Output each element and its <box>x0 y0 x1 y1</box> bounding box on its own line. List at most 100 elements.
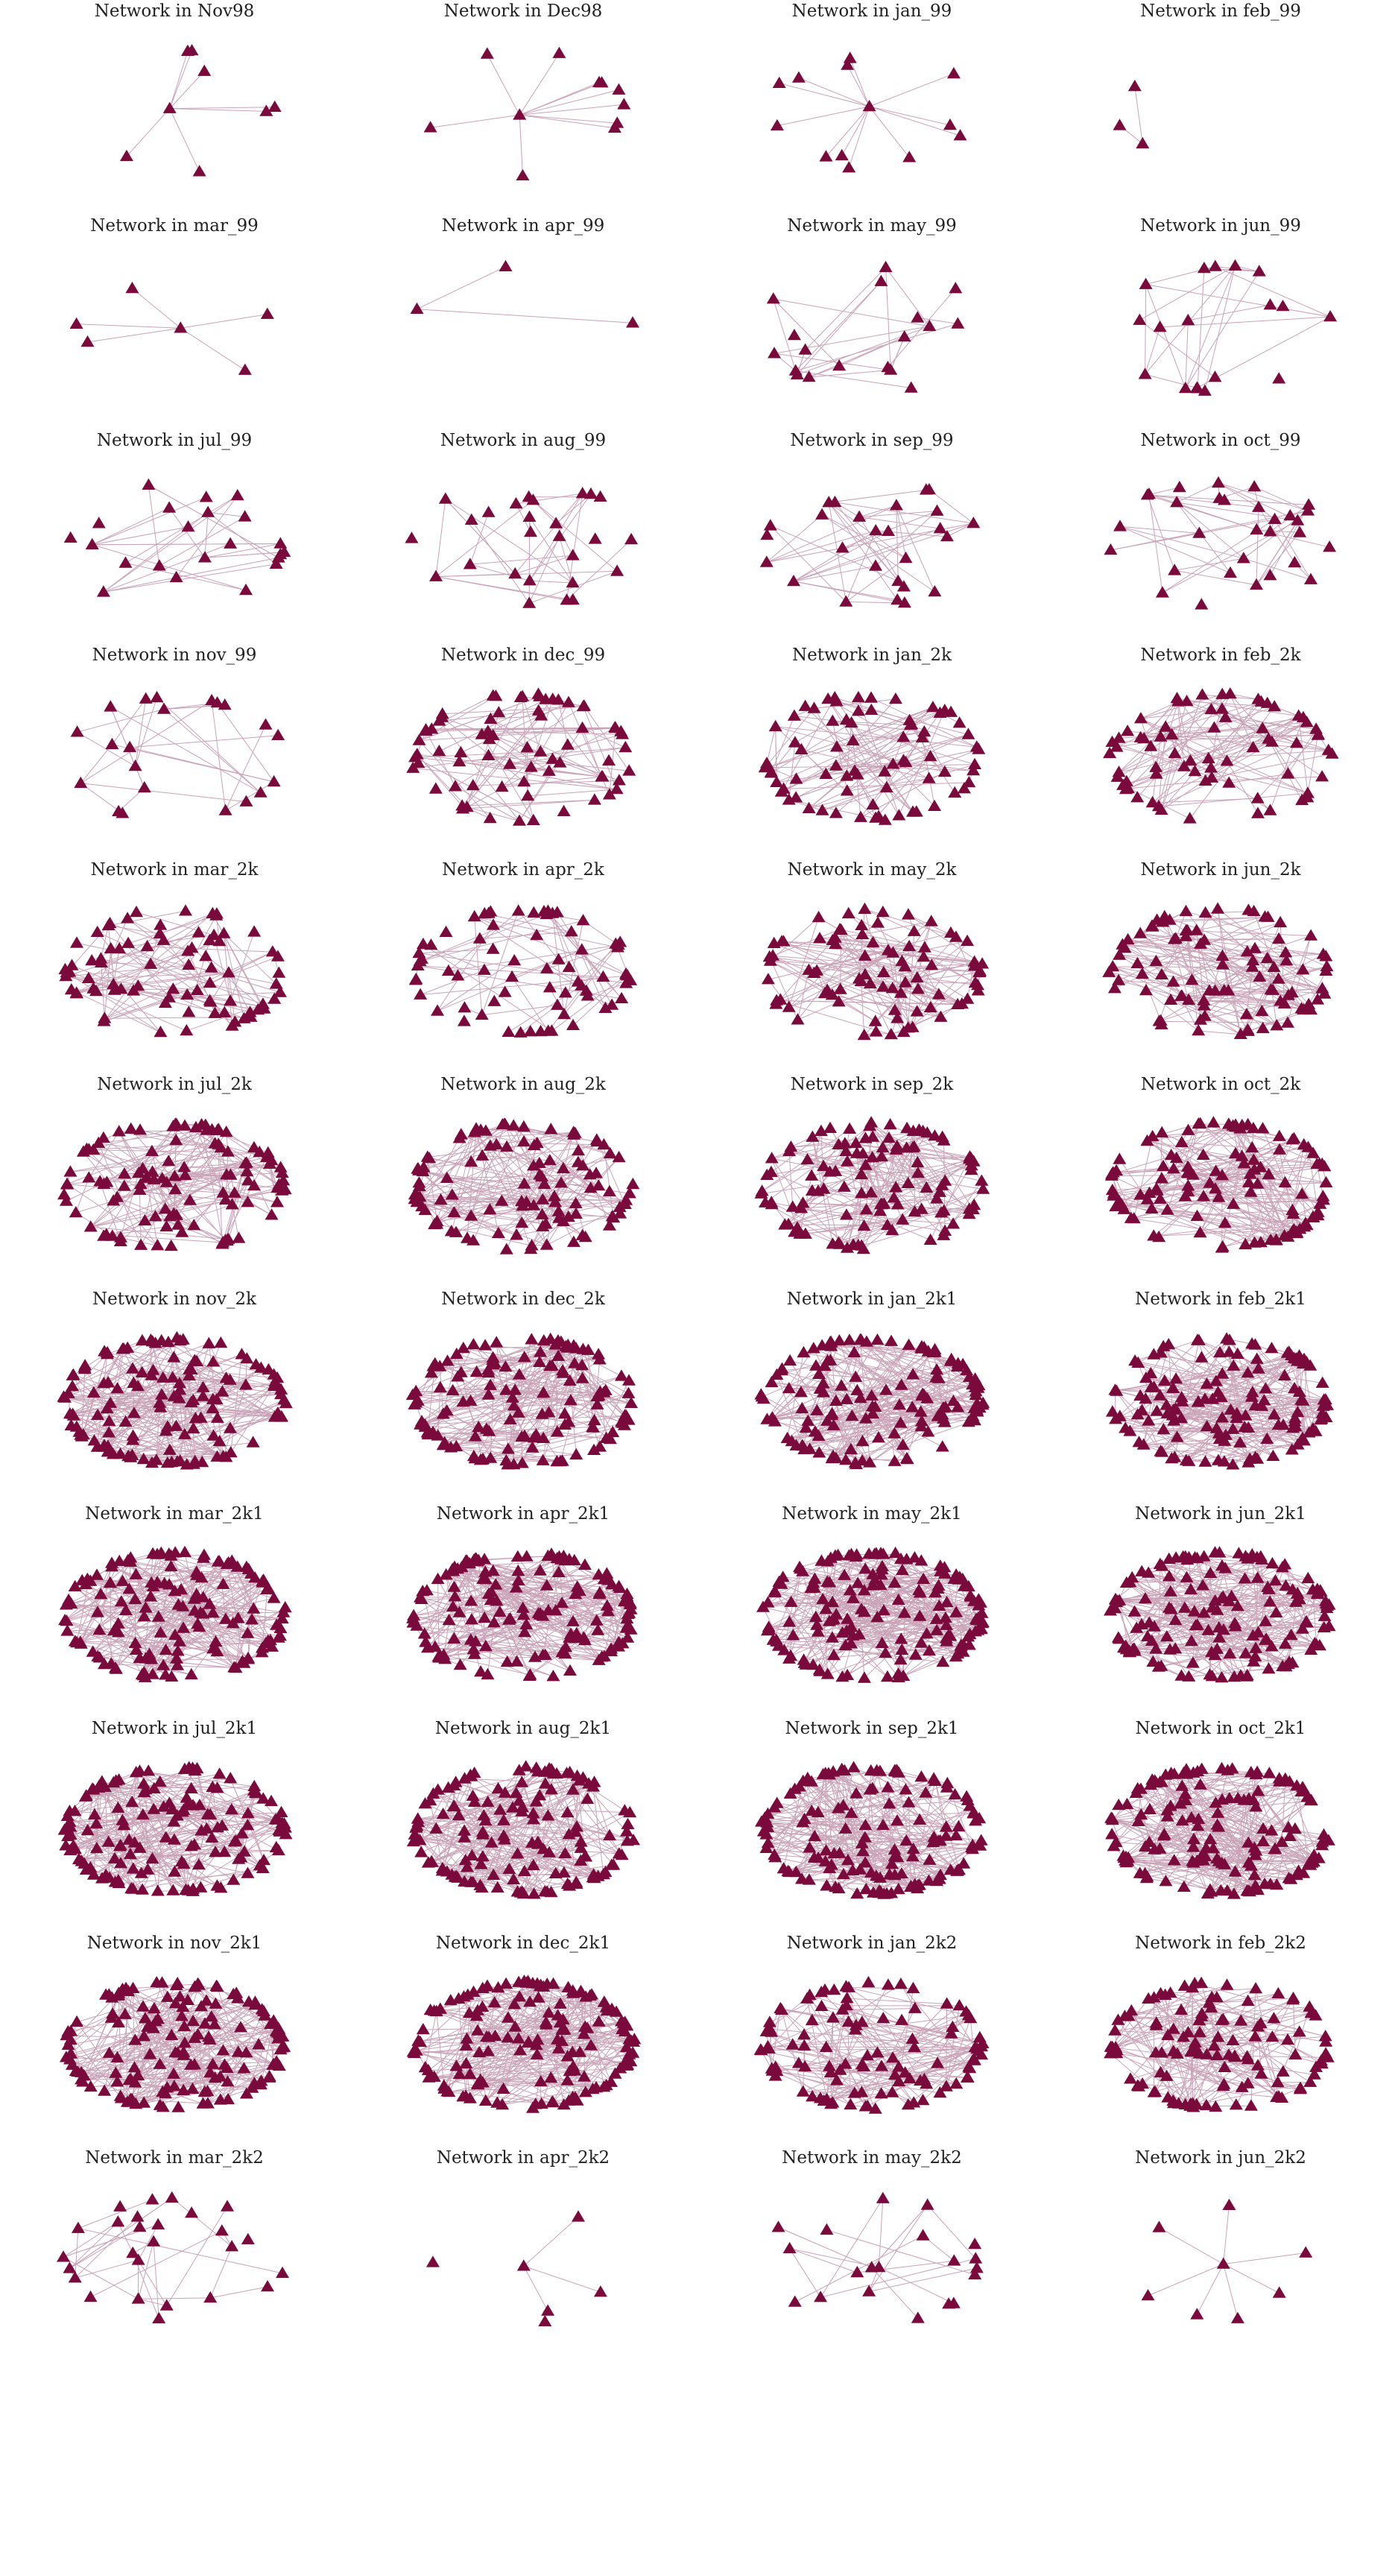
edge <box>875 511 937 566</box>
node-triangle <box>1145 1202 1159 1213</box>
node-triangle <box>569 1207 583 1219</box>
node-triangle <box>452 754 466 767</box>
node-triangle <box>247 1602 261 1614</box>
node-triangle <box>1150 913 1164 925</box>
node-triangle <box>624 1396 638 1408</box>
node-triangle <box>829 1164 843 1176</box>
edge <box>64 1398 227 1458</box>
node-triangle <box>118 556 133 568</box>
edge <box>1177 698 1299 716</box>
node-triangle <box>1215 1241 1229 1253</box>
node-triangle <box>60 1177 75 1189</box>
node-triangle <box>486 689 500 701</box>
edge <box>414 1124 503 1200</box>
edge <box>168 508 206 558</box>
node-triangle <box>967 517 981 528</box>
node-triangle <box>273 1621 288 1633</box>
nodes <box>423 46 631 180</box>
node-triangle <box>261 1634 275 1646</box>
edge <box>451 1447 543 1462</box>
node-triangle <box>1239 1237 1253 1250</box>
edge <box>1119 954 1183 997</box>
node-triangle <box>765 1152 779 1164</box>
node-triangle <box>1250 1352 1264 1364</box>
node-triangle <box>1251 806 1265 818</box>
edge <box>103 543 231 593</box>
edges <box>126 50 275 172</box>
node-triangle <box>563 1394 578 1406</box>
node-triangle <box>819 767 833 779</box>
node-triangle <box>68 1635 82 1647</box>
node-triangle <box>1190 381 1204 393</box>
node-triangle <box>920 1126 934 1138</box>
edge <box>413 1571 486 1617</box>
node-triangle <box>1260 696 1274 708</box>
edge <box>890 336 905 370</box>
node-triangle <box>419 724 433 736</box>
node-triangle <box>622 1374 636 1386</box>
node-triangle <box>241 1626 255 1638</box>
panel-title: Network in dec_2k <box>441 1289 605 1309</box>
node-triangle <box>456 1341 470 1354</box>
node-triangle <box>525 1441 540 1453</box>
node-triangle <box>776 935 791 947</box>
node-triangle <box>846 733 860 746</box>
node-triangle <box>1142 1186 1157 1198</box>
edge <box>832 940 975 967</box>
edge <box>462 799 595 806</box>
node-triangle <box>1201 751 1215 764</box>
edge <box>1162 1444 1298 1453</box>
node-triangle <box>911 1155 925 1168</box>
node-triangle <box>91 1606 104 1617</box>
edge <box>922 1370 967 1397</box>
node-triangle <box>603 1432 617 1445</box>
edge <box>150 1339 194 1465</box>
node-triangle <box>218 698 232 710</box>
node-triangle <box>1268 700 1282 712</box>
node-triangle <box>581 1343 595 1355</box>
node-triangle <box>842 161 856 173</box>
edge <box>929 489 974 524</box>
panel-title: Network in jun_99 <box>1140 216 1301 236</box>
edge <box>826 106 870 157</box>
edge <box>594 1360 601 1421</box>
edge <box>145 1575 197 1659</box>
edge <box>212 1612 235 1668</box>
node-triangle <box>477 963 491 975</box>
edge <box>869 73 955 107</box>
edge <box>523 1126 610 1155</box>
node-triangle <box>967 955 981 967</box>
node-triangle <box>182 958 196 970</box>
node-triangle <box>191 1617 205 1629</box>
edge <box>926 1161 974 1189</box>
node-triangle <box>791 1013 805 1025</box>
node-triangle <box>618 1409 632 1421</box>
node-triangle <box>1218 710 1233 722</box>
node-triangle <box>1103 746 1117 759</box>
node-triangle <box>876 1141 890 1153</box>
edge <box>147 946 273 953</box>
edge <box>173 1126 249 1181</box>
network-graph <box>1133 259 1338 396</box>
edge <box>835 938 902 994</box>
edge <box>1114 1389 1161 1452</box>
edge <box>826 733 969 775</box>
panel-title: Network in jul_2k <box>97 1075 252 1094</box>
edge <box>830 1342 938 1417</box>
network-panel: Network in apr_2k <box>349 859 698 1073</box>
node-triangle <box>269 977 283 989</box>
node-triangle <box>94 952 108 964</box>
node-triangle <box>218 804 232 815</box>
edge <box>208 1343 227 1379</box>
edge <box>793 528 940 582</box>
edge <box>1229 773 1288 783</box>
node-triangle <box>1226 1458 1240 1470</box>
edge <box>93 1149 268 1154</box>
node-triangle <box>1316 1399 1330 1411</box>
node-triangle <box>550 1454 564 1467</box>
node-triangle <box>551 1205 566 1216</box>
node-triangle <box>853 1392 867 1404</box>
edge <box>81 1366 86 1437</box>
node-triangle <box>134 1238 148 1250</box>
node-triangle <box>424 1366 438 1378</box>
